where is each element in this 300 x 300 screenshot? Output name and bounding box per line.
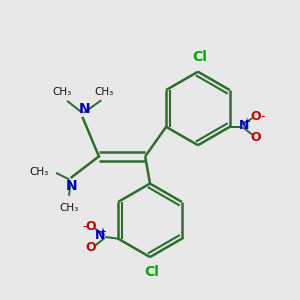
Text: O: O [250, 130, 261, 144]
Text: +: + [98, 227, 106, 237]
Text: +: + [242, 117, 250, 127]
Text: CH₃: CH₃ [29, 167, 48, 177]
Text: O: O [250, 110, 261, 123]
Text: N: N [239, 119, 250, 132]
Text: O: O [86, 220, 96, 233]
Text: -: - [260, 110, 265, 123]
Text: O: O [86, 241, 96, 254]
Text: N: N [95, 229, 105, 242]
Text: CH₃: CH₃ [59, 203, 78, 213]
Text: N: N [79, 102, 90, 116]
Text: CH₃: CH₃ [94, 87, 113, 97]
Text: -: - [82, 220, 87, 233]
Text: N: N [66, 179, 77, 193]
Text: Cl: Cl [192, 50, 207, 64]
Text: CH₃: CH₃ [52, 87, 72, 97]
Text: Cl: Cl [144, 265, 159, 279]
